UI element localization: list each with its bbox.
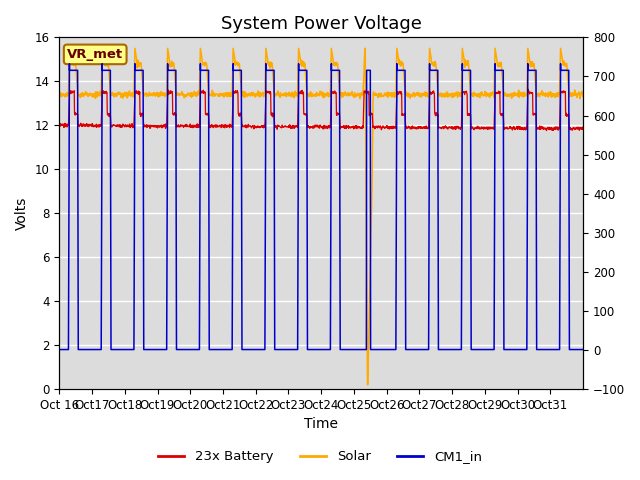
X-axis label: Time: Time — [304, 418, 338, 432]
Solar — [579, 90, 587, 96]
CM1_in — [56, 347, 63, 352]
Solar — [452, 91, 460, 96]
23x Battery — [145, 123, 152, 129]
23x Battery — [542, 125, 550, 131]
23x Battery — [579, 126, 587, 132]
Line: Solar: Solar — [60, 48, 583, 385]
23x Battery — [332, 90, 339, 96]
23x Battery — [399, 111, 407, 117]
CM1_in — [399, 67, 407, 73]
CM1_in — [332, 67, 340, 73]
Legend: 23x Battery, Solar, CM1_in: 23x Battery, Solar, CM1_in — [153, 445, 487, 468]
Solar — [145, 91, 153, 97]
23x Battery — [543, 128, 550, 133]
CM1_in — [145, 347, 153, 352]
23x Battery — [56, 121, 63, 127]
Solar — [56, 93, 63, 99]
CM1_in — [451, 347, 459, 352]
Y-axis label: Volts: Volts — [15, 196, 29, 230]
Title: System Power Voltage: System Power Voltage — [221, 15, 422, 33]
Solar — [332, 62, 340, 68]
Solar — [400, 68, 408, 74]
23x Battery — [58, 122, 65, 128]
Solar — [65, 46, 73, 51]
Line: 23x Battery: 23x Battery — [60, 89, 583, 131]
CM1_in — [579, 347, 587, 352]
CM1_in — [542, 347, 550, 352]
Solar — [364, 382, 371, 388]
Solar — [542, 91, 550, 97]
CM1_in — [58, 347, 65, 352]
23x Battery — [524, 86, 532, 92]
Line: CM1_in: CM1_in — [60, 64, 583, 349]
CM1_in — [65, 61, 73, 67]
Text: VR_met: VR_met — [67, 48, 124, 61]
Solar — [58, 93, 65, 98]
23x Battery — [451, 125, 459, 131]
